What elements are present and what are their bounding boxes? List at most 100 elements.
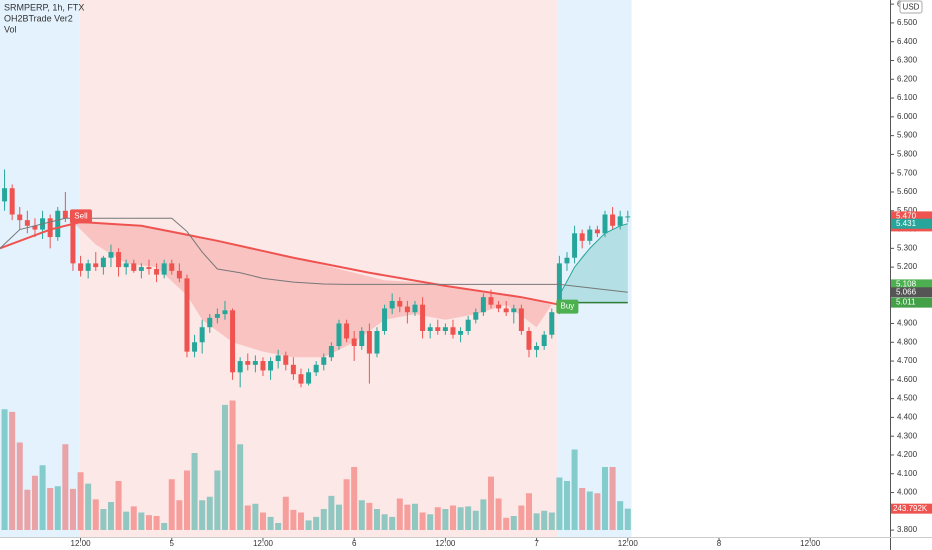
volume-bar xyxy=(351,467,358,530)
y-tick-label: 6.200 xyxy=(897,74,918,83)
y-tick-label: 4.100 xyxy=(897,469,918,478)
volume-bar xyxy=(161,523,168,530)
y-tick-label: 5.500 xyxy=(897,206,918,215)
y-tick-label: 6.300 xyxy=(897,56,918,65)
candle-body xyxy=(47,218,53,238)
candle-body xyxy=(564,257,570,264)
volume-bar xyxy=(609,467,616,530)
volume-bar xyxy=(123,511,130,530)
y-tick-label: 4.900 xyxy=(897,319,918,328)
volume-bar xyxy=(503,517,510,530)
candle-body xyxy=(207,317,213,328)
candle-body xyxy=(17,214,23,221)
volume-bar xyxy=(282,496,289,530)
x-tick-label: 12:00 xyxy=(800,539,821,548)
volume-bar xyxy=(244,505,251,530)
price-label: 5.108 xyxy=(896,280,917,289)
volume-bar xyxy=(411,503,418,530)
time-axis-background xyxy=(0,538,932,550)
candle-body xyxy=(587,229,593,241)
candle-body xyxy=(116,252,122,268)
y-tick-label: 5.800 xyxy=(897,150,918,159)
candle-body xyxy=(534,346,540,350)
candle-body xyxy=(382,308,388,331)
axis-background xyxy=(890,0,932,550)
candle-body xyxy=(541,334,547,347)
y-tick-label: 5.300 xyxy=(897,243,918,252)
volume-bar xyxy=(442,509,449,530)
price-label: 5.431 xyxy=(896,219,917,228)
candle-body xyxy=(283,355,289,365)
candle-body xyxy=(579,233,585,241)
volume-bar xyxy=(525,493,532,530)
candle-body xyxy=(184,278,190,352)
volume-bar xyxy=(495,498,502,530)
volume-bar xyxy=(518,505,525,530)
volume-label: 243.792K xyxy=(893,504,928,513)
y-tick-label: 3.800 xyxy=(897,525,918,534)
candle-body xyxy=(78,263,84,271)
x-tick-label: 8 xyxy=(717,539,722,548)
candle-body xyxy=(2,188,8,202)
x-tick-label: 5 xyxy=(170,539,175,548)
candle-body xyxy=(435,327,441,331)
candle-body xyxy=(450,327,456,335)
y-tick-label: 4.800 xyxy=(897,337,918,346)
candle-body xyxy=(359,330,365,347)
candle-body xyxy=(222,310,228,315)
volume-bar xyxy=(335,504,342,530)
volume-bar xyxy=(130,506,137,530)
y-tick-label: 4.200 xyxy=(897,450,918,459)
volume-bar xyxy=(586,491,593,530)
chart-title: SRMPERP, 1h, FTX xyxy=(4,2,84,12)
x-tick-label: 12:00 xyxy=(71,539,92,548)
candle-body xyxy=(336,323,342,347)
x-tick-label: 12:00 xyxy=(618,539,639,548)
volume-bar xyxy=(480,499,487,530)
candle-body xyxy=(572,233,578,258)
y-tick-label: 6.100 xyxy=(897,93,918,102)
candle-body xyxy=(617,216,623,226)
indicator-area xyxy=(72,222,552,358)
candle-body xyxy=(594,229,600,234)
volume-bar xyxy=(571,449,578,530)
volume-bar xyxy=(237,444,244,530)
volume-bar xyxy=(305,520,312,530)
x-tick-label: 12:00 xyxy=(253,539,274,548)
candle-body xyxy=(374,330,380,354)
candle-body xyxy=(131,263,137,271)
volume-bar xyxy=(548,512,555,530)
candle-body xyxy=(192,342,198,352)
y-tick-label: 5.900 xyxy=(897,131,918,140)
indicator-area xyxy=(559,223,628,303)
volume-bar xyxy=(85,483,92,530)
background-layer xyxy=(0,0,632,538)
indicator-name: OH2BTrade Ver2 xyxy=(4,13,73,23)
volume-bar xyxy=(457,507,464,530)
y-tick-label: 4.400 xyxy=(897,413,918,422)
volume-bar xyxy=(252,503,259,530)
currency-box xyxy=(899,0,923,14)
volume-bar xyxy=(1,409,8,530)
signal-label: Sell xyxy=(74,212,88,221)
price-label-box xyxy=(891,279,932,290)
volume-bar xyxy=(579,488,586,530)
y-tick-label: 5.600 xyxy=(897,187,918,196)
candle-body xyxy=(496,304,502,309)
volume-bar xyxy=(472,510,479,530)
candle-body xyxy=(123,263,129,268)
candle-body xyxy=(397,300,403,307)
price-label-box xyxy=(891,287,932,298)
volume-bar xyxy=(313,516,320,530)
volume-title: Vol xyxy=(4,24,17,34)
candle-body xyxy=(412,304,418,313)
y-tick-label: 6.500 xyxy=(897,18,918,27)
volume-bar xyxy=(229,400,236,530)
signal-badge xyxy=(69,209,92,224)
volume-bar xyxy=(404,504,411,530)
volume-bar xyxy=(9,411,16,530)
candle-body xyxy=(298,374,304,384)
y-tick-label: 4.300 xyxy=(897,431,918,440)
volume-bar xyxy=(533,513,540,530)
volume-bar xyxy=(275,523,282,530)
